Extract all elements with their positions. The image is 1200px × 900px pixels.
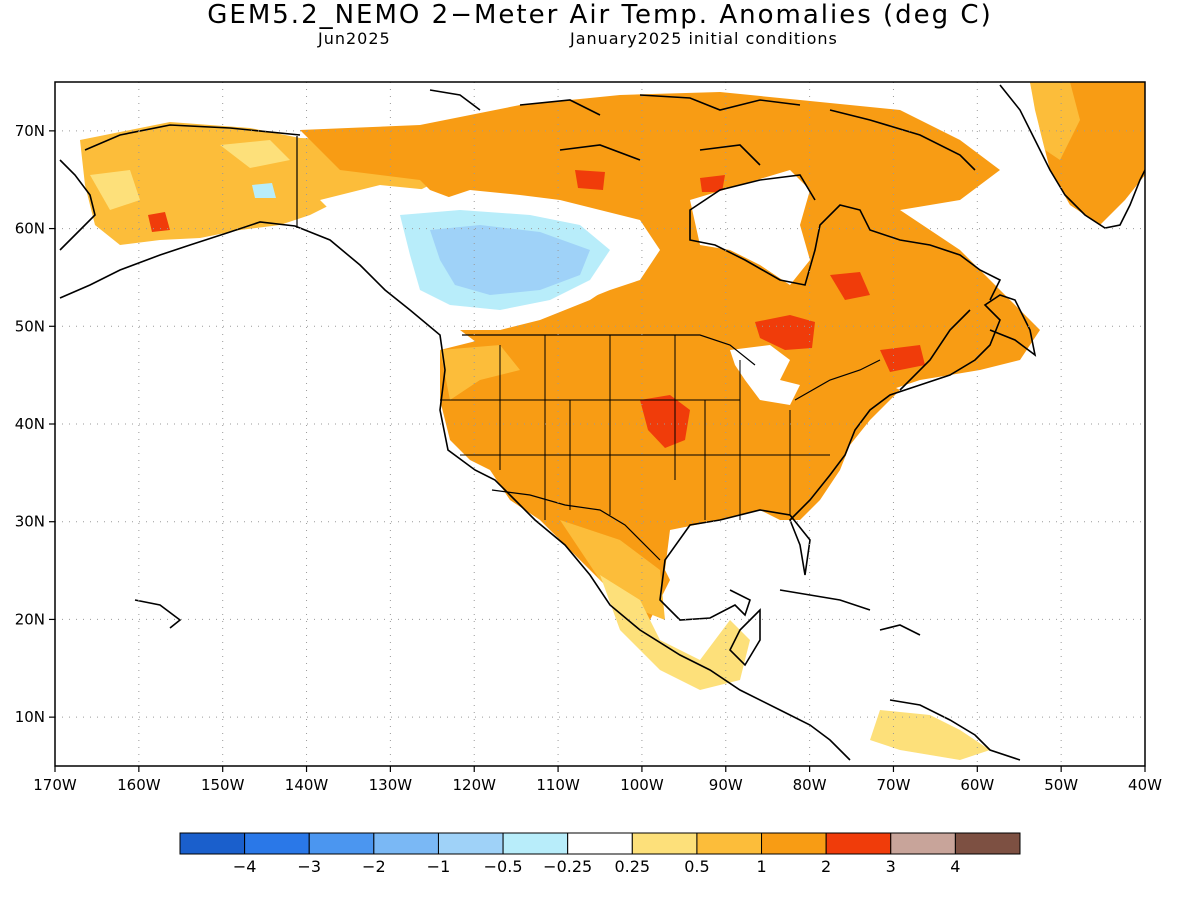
anomaly-region-alaska-2 (148, 212, 170, 232)
colorbar-label: 0.5 (684, 857, 709, 876)
lat-tick-label: 20N (15, 610, 45, 628)
anomaly-region-canada (300, 92, 1040, 460)
forecast-month: Jun2025 (318, 29, 391, 48)
lon-tick-label: 140W (285, 776, 329, 794)
colorbar-swatch (890, 832, 956, 855)
anomaly-region-usa-1-1 (560, 520, 665, 620)
colorbar-label: 1 (756, 857, 766, 876)
lat-tick-label: 40N (15, 415, 45, 433)
initial-conditions: January2025 initial conditions (570, 29, 838, 48)
us-state-lines (440, 335, 830, 520)
colorbar-swatch (502, 832, 569, 855)
anomaly-region-hot-maine (880, 345, 925, 372)
colorbar-swatch (308, 832, 375, 855)
colorbar-swatch (437, 832, 504, 855)
lon-tick-label: 130W (369, 776, 413, 794)
anomaly-region-hot-ontario (755, 315, 815, 350)
colorbar-label: 0.25 (614, 857, 650, 876)
anomaly-region-cold (430, 225, 590, 295)
anomaly-region-alaska-1 (90, 170, 140, 210)
anomaly-region-mexico (600, 575, 750, 690)
lon-tick-label: 160W (117, 776, 161, 794)
lon-tick-label: 40W (1128, 776, 1162, 794)
colorbar-label: −3 (297, 857, 321, 876)
lon-tick-label: 110W (536, 776, 580, 794)
great-lakes (730, 345, 800, 405)
colorbar-label: −0.25 (543, 857, 592, 876)
lon-tick-label: 50W (1044, 776, 1078, 794)
colorbar-swatch (954, 832, 1021, 855)
anomaly-region-hot-quebec (830, 272, 870, 300)
anomaly-region-hot-arctic-1 (700, 175, 725, 192)
lon-tick-label: 70W (877, 776, 911, 794)
colorbar-swatch (179, 832, 246, 855)
us-mexico-border (491, 489, 661, 561)
map-title: GEM5.2_NEMO 2−Meter Air Temp. Anomalies … (207, 0, 993, 30)
coastline-caribbean (134, 589, 1021, 761)
colorbar-label: −2 (362, 857, 386, 876)
colorbar-label: −1 (427, 857, 451, 876)
lon-tick-label: 150W (201, 776, 245, 794)
lon-tick-label: 100W (620, 776, 664, 794)
colorbar: −4 −3 −2 −1 −0.5 −0.25 0.25 0.5 1 2 3 4 (179, 832, 1021, 876)
coastline-north-america (59, 124, 1037, 761)
anomaly-region-caribbean (870, 710, 990, 760)
lat-tick-label: 70N (15, 122, 45, 140)
hudson-bay (690, 170, 810, 285)
lat-tick-label: 60N (15, 220, 45, 238)
gulf-of-mexico (665, 520, 790, 620)
lon-tick-label: 90W (709, 776, 743, 794)
us-canada-border (296, 136, 881, 401)
colorbar-swatch (825, 832, 892, 855)
colorbar-label: 2 (821, 857, 831, 876)
coastline-arctic (429, 89, 976, 171)
anomaly-region-alaska-1-1 (220, 140, 290, 168)
colorbar-label: 3 (886, 857, 896, 876)
colorbar-swatch (761, 832, 827, 855)
colorbar-label: −4 (233, 857, 257, 876)
lon-tick-label: 80W (793, 776, 827, 794)
lat-tick-label: 30N (15, 513, 45, 531)
coastlines (59, 84, 1145, 761)
colorbar-swatch (631, 832, 698, 855)
lon-tick-label: 120W (452, 776, 496, 794)
colorbar-swatch (373, 832, 439, 855)
axis-ticks: 170W 160W 150W 140W 130W 120W 110W 100W 90W 80W 70… (15, 122, 1162, 794)
lon-tick-label: 60W (960, 776, 994, 794)
anomaly-region-hot-arctic (575, 170, 605, 190)
colorbar-label: 4 (950, 857, 960, 876)
lat-tick-label: 10N (15, 708, 45, 726)
anomaly-region-cold-1 (252, 183, 276, 198)
colorbar-swatch (567, 832, 633, 855)
coastline-greenland (999, 84, 1145, 229)
anomaly-region-hot-plains (640, 395, 690, 448)
anomaly-region-usa (440, 335, 900, 620)
colorbar-swatch (244, 832, 310, 855)
lon-tick-label: 170W (33, 776, 77, 794)
colorbar-swatch (696, 832, 763, 855)
lat-tick-label: 50N (15, 317, 45, 335)
anomaly-region-greenland-1 (1030, 82, 1080, 160)
anomaly-field (80, 82, 1145, 760)
colorbar-label: −0.5 (484, 857, 523, 876)
